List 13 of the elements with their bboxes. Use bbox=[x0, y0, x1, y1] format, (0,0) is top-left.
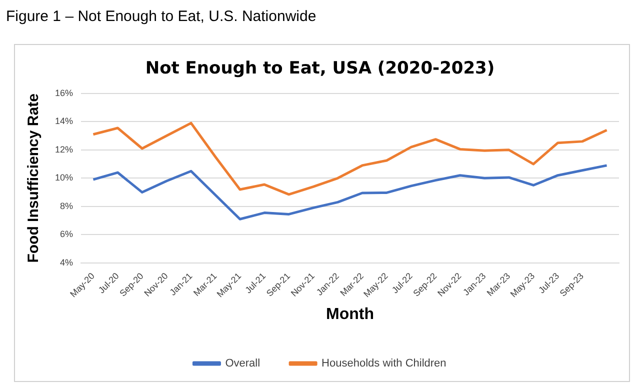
legend-label: Overall bbox=[225, 358, 260, 370]
y-tick-label: 10% bbox=[55, 172, 74, 183]
y-tick-label: 16% bbox=[55, 88, 74, 98]
y-tick-label: 14% bbox=[55, 116, 74, 126]
chart-title: Not Enough to Eat, USA (2020-2023) bbox=[145, 58, 495, 79]
caption: Figure 1 – Not Enough to Eat, U.S. Nationwide bbox=[6, 8, 316, 25]
y-tick-label: 4% bbox=[60, 257, 74, 268]
y-tick-label: 6% bbox=[60, 229, 74, 240]
y-axis-title: Food Insufficiency Rate bbox=[25, 94, 42, 263]
legend-label: Households with Children bbox=[322, 358, 446, 370]
y-tick-label: 8% bbox=[60, 200, 74, 211]
x-axis-title: Month bbox=[326, 306, 374, 323]
y-tick-label: 12% bbox=[55, 144, 74, 154]
